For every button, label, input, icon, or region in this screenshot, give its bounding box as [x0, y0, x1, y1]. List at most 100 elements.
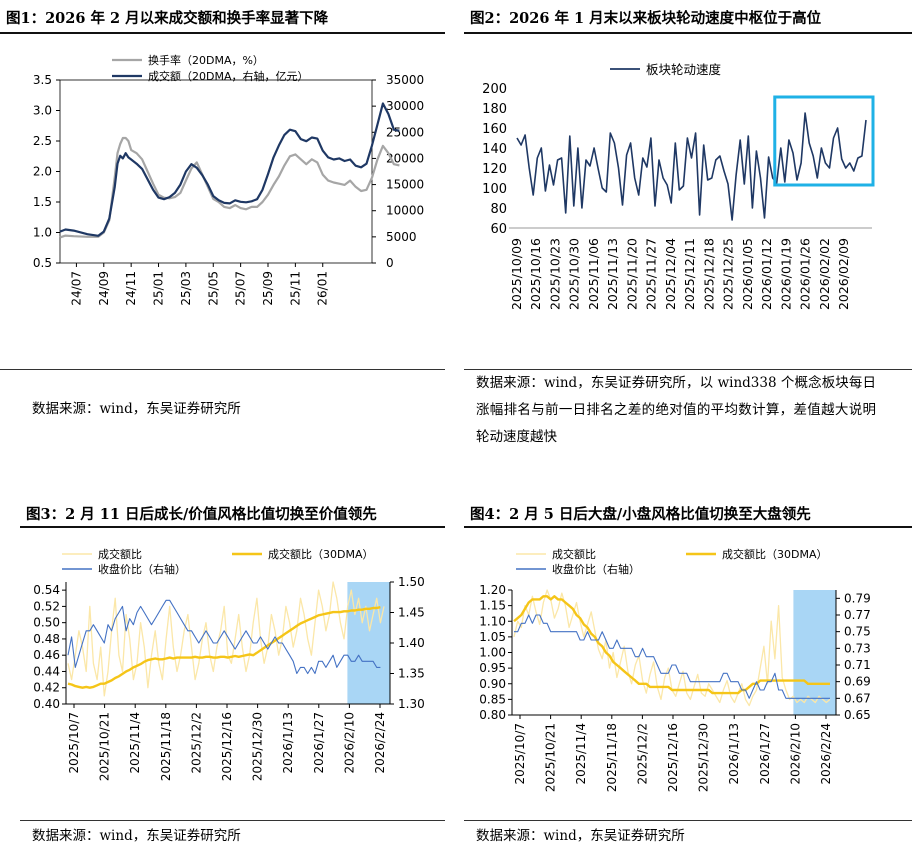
fig4-source: 数据来源：wind，东吴证券研究所: [476, 828, 685, 844]
fig2-chart: 60 80 100 120 140 160 180 200 2025/10/09 2025/10/…: [482, 62, 875, 310]
fig2-xtick-label: 2025/12/25: [721, 238, 736, 310]
fig1-xtick-label: 25/09: [261, 271, 275, 306]
fig3-xtick-label: 2025/10/7: [67, 712, 81, 774]
fig2-xtick-label: 2025/11/27: [644, 238, 659, 310]
fig2-ytick-label: 80: [490, 202, 507, 217]
fig1-xtick-label: 24/11: [124, 271, 138, 306]
fig4-xtick-label: 2025/11/4: [574, 723, 588, 785]
fig4-y2tick-label: 0.77: [844, 608, 871, 622]
fig1-legend-label-1: 换手率（20DMA，%）: [148, 53, 264, 67]
fig2-xtick-label: 2025/12/18: [701, 238, 716, 310]
fig1-ytick-label: 3.5: [33, 73, 52, 87]
fig4-title-rule: [464, 526, 912, 528]
fig3-ytick-label: 0.50: [33, 616, 60, 630]
fig1-legend-label-2: 成交额（20DMA，右轴，亿元）: [148, 69, 308, 83]
fig3-legend-label-3: 收盘价比（右轴）: [98, 562, 186, 576]
fig4-xtick-label: 2026/2/24: [819, 723, 833, 785]
fig3-xtick-label: 2026/2/10: [342, 712, 356, 774]
fig2-xtick-label: 2025/12/04: [663, 238, 678, 310]
fig2-ytick-label: 140: [482, 142, 507, 157]
fig3-y2tick-label: 1.50: [398, 575, 425, 589]
fig2-xtick-label: 2026/01/05: [740, 238, 755, 310]
fig3-series-line-3: [67, 599, 381, 675]
fig4-series-line-1: [513, 589, 831, 707]
fig1-title: 图1：2026 年 2 月以来成交额和换手率显著下降: [6, 10, 329, 27]
fig3-title-rule: [20, 526, 445, 528]
fig3-legend-label-1: 成交额比: [98, 547, 142, 561]
fig2-title: 图2：2026 年 1 月末以来板块轮动速度中枢位于高位: [470, 10, 822, 27]
fig3-ytick-label: 0.52: [33, 599, 60, 613]
fig3-legend-label-2: 成交额比（30DMA）: [268, 547, 373, 561]
fig2-highlight-box: [773, 95, 875, 187]
fig4-y2tick-label: 0.65: [844, 708, 871, 722]
fig4-xtick-label: 2026/1/13: [727, 723, 741, 785]
fig1-y2tick-label: 20000: [386, 151, 424, 165]
fig4-series-line-2: [513, 595, 830, 695]
fig3-ytick-label: 0.48: [33, 632, 60, 646]
fig2-ytick-label: 100: [482, 182, 507, 197]
fig4-ytick-label: 0.85: [479, 692, 506, 706]
fig4-ytick-label: 1.20: [479, 583, 506, 597]
fig2-xtick-label: 2026/01/19: [778, 238, 793, 310]
fig4-xtick-label: 2026/2/10: [788, 723, 802, 785]
fig4-ytick-label: 1.15: [479, 599, 506, 613]
fig3-y2tick-label: 1.35: [398, 667, 425, 681]
fig2-ytick-label: 200: [482, 82, 507, 97]
fig2-xtick-label: 2025/10/16: [528, 238, 543, 310]
fig2-xtick-label: 2025/10/09: [509, 238, 524, 310]
fig4-title: 图4：2 月 5 日后大盘/小盘风格比值切换至大盘领先: [470, 506, 811, 523]
fig3-xtick-label: 2025/11/18: [159, 712, 173, 781]
fig2-ytick-label: 60: [490, 222, 507, 237]
fig1-xtick-label: 25/11: [288, 271, 302, 306]
fig2-source: 数据来源：wind，东吴证券研究所，以 wind338 个概念板块每日涨幅排名与…: [476, 375, 876, 445]
fig1-ytick-label: 2.0: [33, 165, 52, 179]
fig3-xtick-label: 2025/12/2: [189, 712, 203, 774]
fig3-source: 数据来源：wind，东吴证券研究所: [32, 828, 241, 844]
fig2-series-line: [516, 112, 867, 221]
fig3-xtick-label: 2026/1/27: [312, 712, 326, 774]
fig1-series-line-2: [59, 102, 400, 237]
fig4-xtick-label: 2025/12/2: [635, 723, 649, 785]
fig3-ytick-label: 0.44: [33, 664, 60, 678]
fig3-xtick-label: 2025/12/30: [251, 712, 265, 781]
fig2-ytick-label: 120: [482, 162, 507, 177]
fig3-ytick-label: 0.46: [33, 648, 60, 662]
fig2-xtick-label: 2026/02/02: [817, 238, 832, 310]
fig3-y2tick-label: 1.45: [398, 606, 425, 620]
fig3-y2tick-label: 1.40: [398, 636, 425, 650]
fig4-xtick-label: 2025/10/7: [513, 723, 527, 785]
fig2-ytick-label: 180: [482, 102, 507, 117]
fig1-ytick-label: 1.5: [33, 195, 52, 209]
fig1-xtick-label: 26/01: [316, 271, 330, 306]
fig1-series-line-1: [59, 136, 400, 239]
fig1-y2tick-label: 15000: [386, 178, 424, 192]
fig4-chart: 0.80 0.850.90 0.951.00 1.05 1.101.15 1.20 0.65…: [479, 547, 871, 792]
fig3-shade-region: [347, 582, 390, 704]
fig2-xtick-label: 2025/11/20: [624, 238, 639, 310]
fig1-ytick-label: 0.5: [33, 256, 52, 270]
fig1-source: 数据来源：wind，东吴证券研究所: [32, 401, 241, 417]
fig4-y2tick-label: 0.73: [844, 641, 871, 655]
fig4-y2tick-label: 0.71: [844, 658, 871, 672]
fig3-title: 图3：2 月 11 日后成长/价值风格比值切换至价值领先: [26, 506, 377, 523]
fig2-xtick-label: 2025/12/11: [682, 238, 697, 310]
fig3-y2tick-label: 1.30: [398, 697, 425, 711]
fig1-y2tick-label: 5000: [386, 230, 417, 244]
fig3-series-line-1: [67, 581, 385, 697]
fig1-y2tick-label: 25000: [386, 125, 424, 139]
fig4-xtick-label: 2025/11/18: [605, 723, 619, 792]
fig1-xtick-label: 24/09: [97, 271, 111, 306]
fig1-y2tick-label: 30000: [386, 99, 424, 113]
fig3-ytick-label: 0.40: [33, 697, 60, 711]
fig2-legend-label: 板块轮动速度: [646, 62, 722, 77]
fig1-xtick-label: 25/05: [206, 271, 220, 306]
fig3-xtick-label: 2026/2/24: [373, 712, 387, 774]
fig4-xtick-label: 2025/12/30: [697, 723, 711, 792]
fig3-xtick-label: 2025/12/16: [220, 712, 234, 781]
fig3-xtick-label: 2026/1/13: [281, 712, 295, 774]
fig4-y2tick-label: 0.69: [844, 675, 871, 689]
fig3-series-line-2: [67, 606, 381, 689]
fig4-legend-label-2: 成交额比（30DMA）: [722, 547, 827, 561]
fig1-title-rule: [0, 32, 445, 34]
fig4-ytick-label: 0.80: [479, 708, 506, 722]
